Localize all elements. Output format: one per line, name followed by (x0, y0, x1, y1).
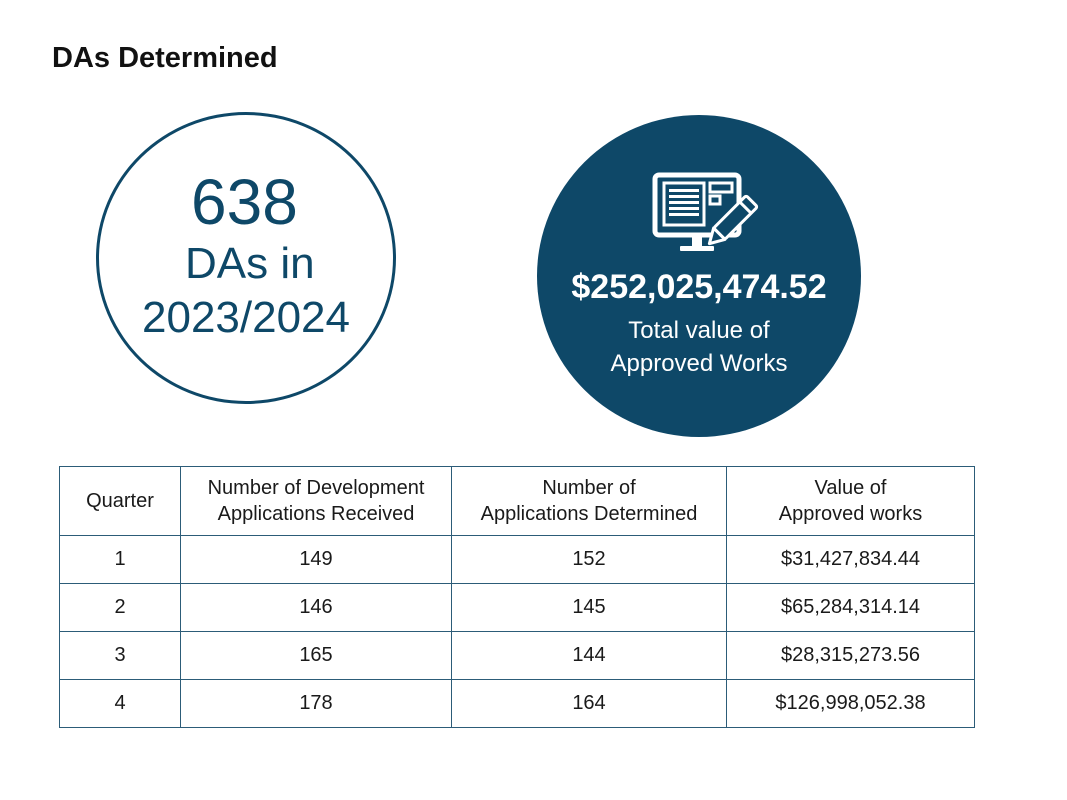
cell-determined: 164 (451, 679, 727, 728)
header-determined: Number of Applications Determined (451, 466, 727, 536)
table-row: 4 178 164 $126,998,052.38 (59, 679, 975, 728)
cell-received: 178 (180, 679, 452, 728)
cell-value: $65,284,314.14 (726, 583, 975, 632)
da-count-value: 638 (191, 166, 298, 238)
page-title: DAs Determined (52, 42, 278, 74)
table-row: 1 149 152 $31,427,834.44 (59, 535, 975, 584)
quarterly-da-table: Quarter Number of Development Applicatio… (59, 466, 975, 728)
cell-received: 165 (180, 631, 452, 680)
cell-received: 146 (180, 583, 452, 632)
cell-received: 149 (180, 535, 452, 584)
da-count-circle: 638 DAs in 2023/2024 (96, 112, 396, 404)
header-received: Number of Development Applications Recei… (180, 466, 452, 536)
approved-value-circle: $252,025,474.52 Total value of Approved … (537, 115, 861, 437)
cell-value: $31,427,834.44 (726, 535, 975, 584)
cell-determined: 144 (451, 631, 727, 680)
cell-quarter: 2 (59, 583, 181, 632)
cell-quarter: 1 (59, 535, 181, 584)
table-row: 3 165 144 $28,315,273.56 (59, 631, 975, 680)
cell-determined: 145 (451, 583, 727, 632)
caption-line-2: Approved Works (610, 350, 788, 377)
cell-value: $28,315,273.56 (726, 631, 975, 680)
cell-quarter: 4 (59, 679, 181, 728)
approved-value-amount: $252,025,474.52 (571, 268, 827, 306)
monitor-document-pencil-icon (652, 172, 759, 251)
header-value: Value of Approved works (726, 466, 975, 536)
table-header-row: Quarter Number of Development Applicatio… (59, 466, 975, 536)
table-row: 2 146 145 $65,284,314.14 (59, 583, 975, 632)
header-quarter: Quarter (59, 466, 181, 536)
cell-quarter: 3 (59, 631, 181, 680)
approved-value-caption: Total value of Approved Works (537, 314, 861, 380)
caption-line-1: Total value of (628, 317, 770, 344)
da-count-period: 2023/2024 (142, 293, 350, 342)
cell-determined: 152 (451, 535, 727, 584)
da-count-label: DAs in (185, 239, 315, 288)
cell-value: $126,998,052.38 (726, 679, 975, 728)
